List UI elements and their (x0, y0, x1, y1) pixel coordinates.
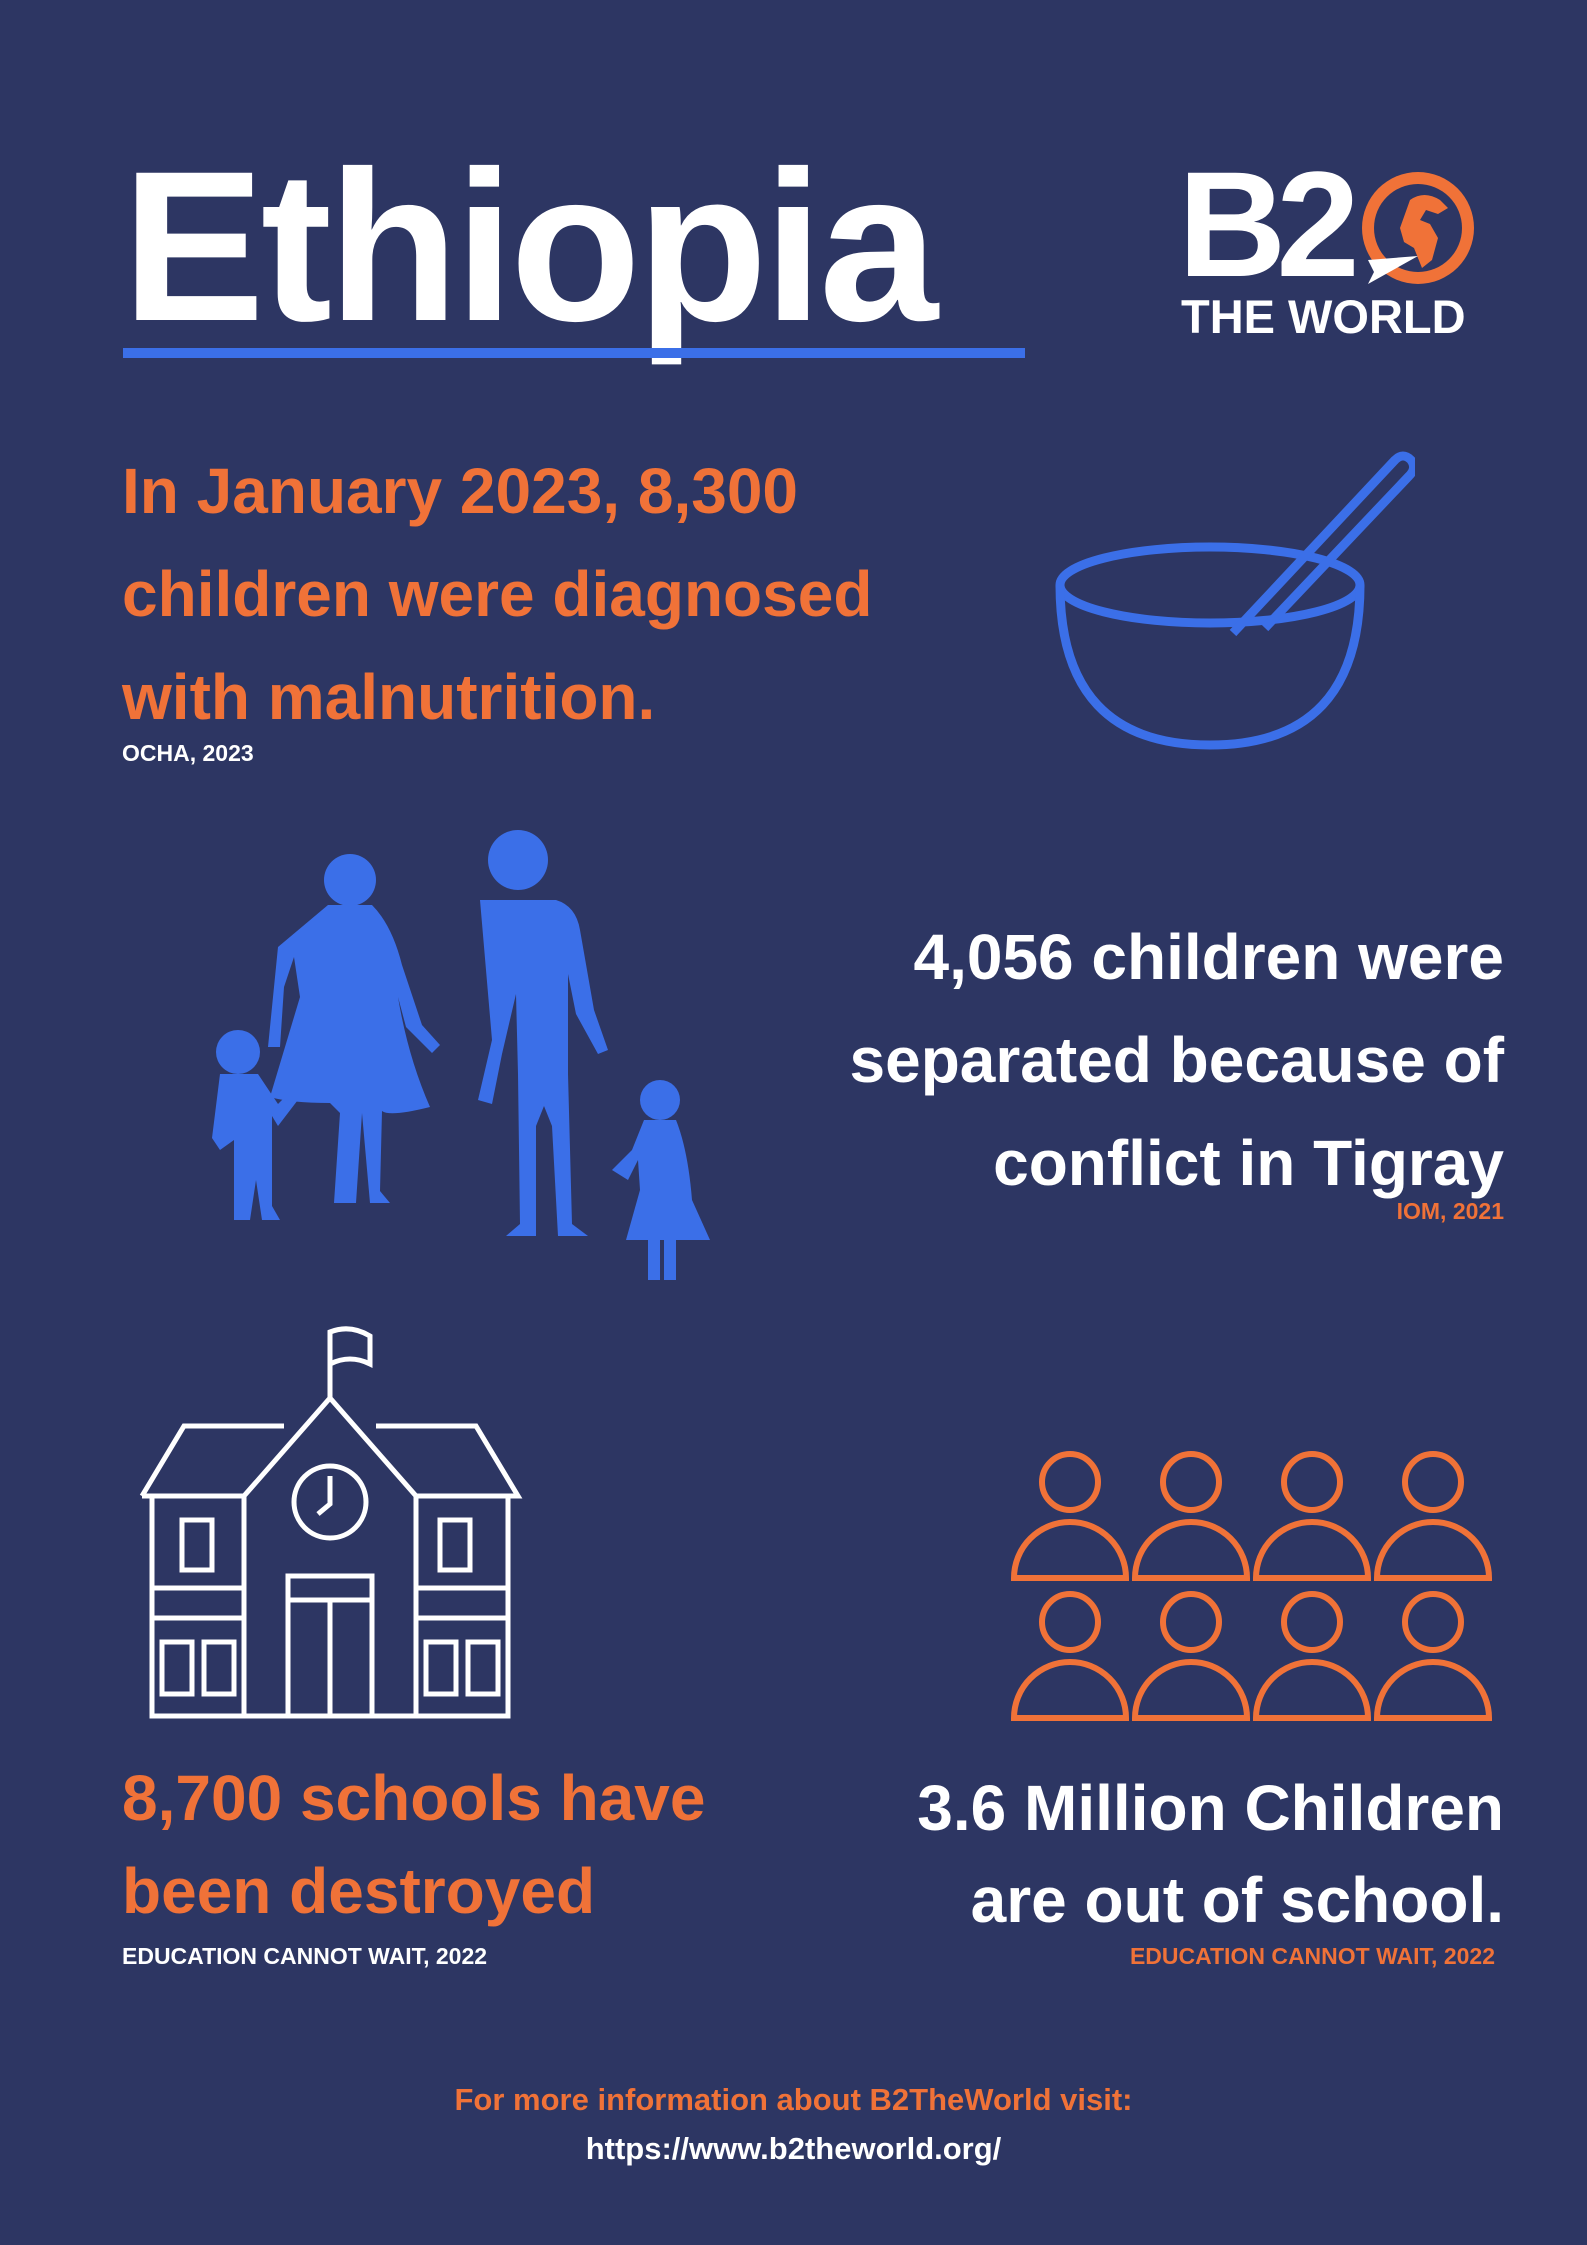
stat-line: are out of school. (970, 1864, 1504, 1936)
people-icon (1010, 1451, 1492, 1722)
stat-line: 8,700 schools have (122, 1762, 706, 1834)
svg-text:B2: B2 (1178, 148, 1354, 308)
footer-info: For more information about B2TheWorld vi… (454, 2082, 1133, 2117)
bowl-icon (1055, 451, 1415, 750)
page-title: Ethiopia (122, 127, 938, 366)
title-underline (123, 348, 1025, 358)
source-citation: IOM, 2021 (1396, 1198, 1504, 1224)
source-citation: OCHA, 2023 (122, 740, 254, 766)
svg-text:THE WORLD: THE WORLD (1181, 290, 1466, 340)
b2theworld-logo: B2 THE WORLD (1178, 148, 1474, 340)
source-citation: EDUCATION CANNOT WAIT, 2022 (122, 1943, 488, 1969)
stat-line: separated because of (849, 1024, 1505, 1096)
school-icon (139, 1326, 523, 1719)
stat-line: 3.6 Million Children (917, 1772, 1504, 1844)
stat-out-of-school: 3.6 Million Children are out of school. (917, 1762, 1504, 1946)
footer-link[interactable]: https://www.b2theworld.org/ (585, 2131, 1002, 2166)
family-icon (212, 830, 710, 1280)
stat-separated: 4,056 children were separated because of… (850, 906, 1505, 1215)
stat-schools-destroyed: 8,700 schools have been destroyed (122, 1752, 705, 1938)
stat-line: children were diagnosed (122, 558, 873, 630)
stat-line: In January 2023, 8,300 (122, 455, 798, 527)
source-citation: EDUCATION CANNOT WAIT, 2022 (1129, 1943, 1495, 1969)
stat-line: been destroyed (122, 1855, 596, 1927)
stat-line: with malnutrition. (122, 661, 656, 733)
stat-line: conflict in Tigray (993, 1127, 1504, 1199)
stat-line: 4,056 children were (913, 921, 1504, 993)
stat-malnutrition: In January 2023, 8,300 children were dia… (122, 440, 872, 749)
